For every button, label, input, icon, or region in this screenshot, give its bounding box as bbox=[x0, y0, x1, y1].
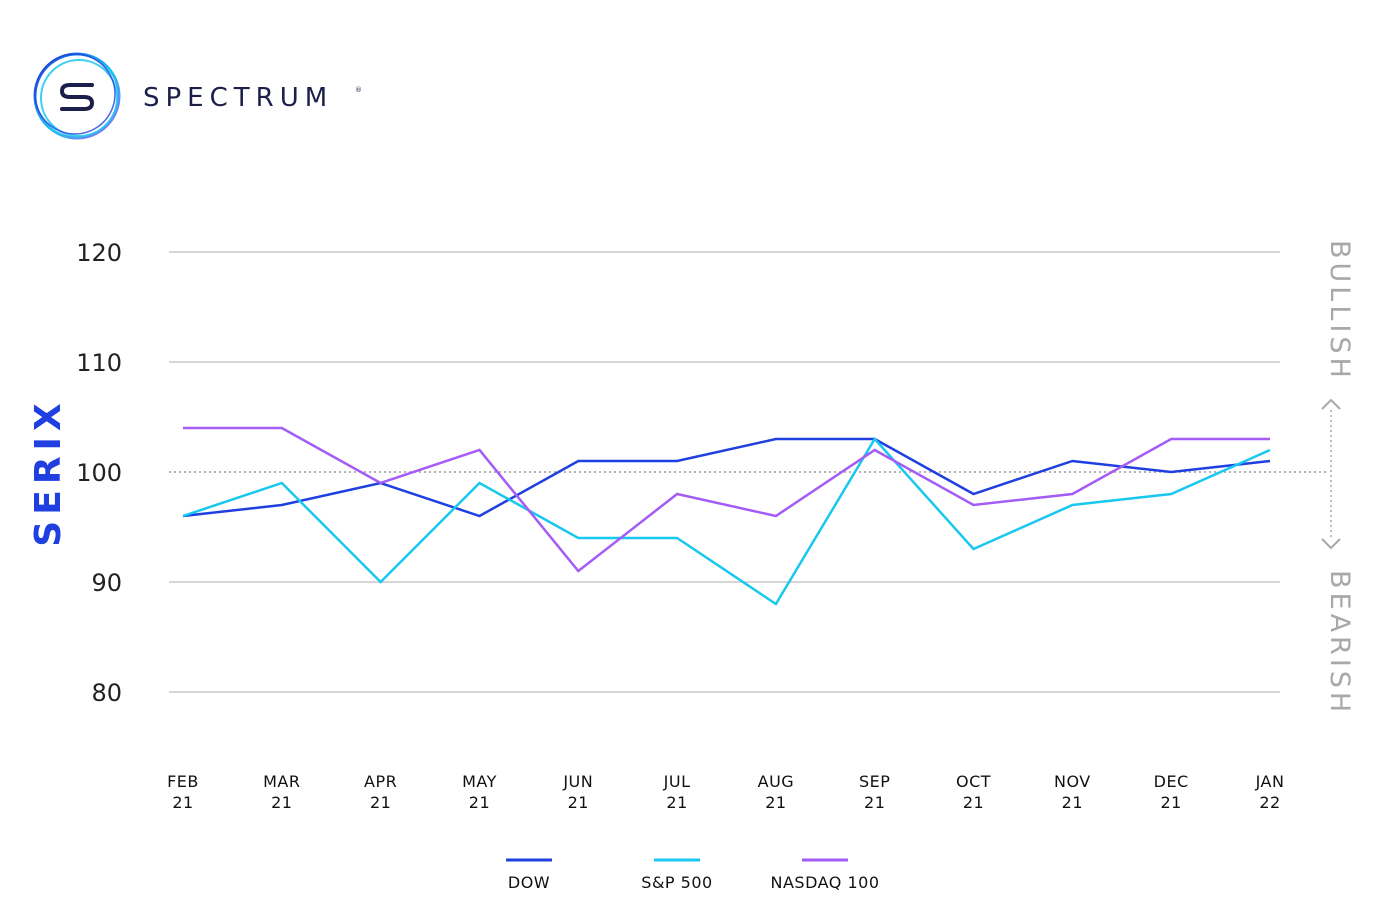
x-tick-label-year: 21 bbox=[469, 793, 490, 812]
x-tick-label-year: 22 bbox=[1259, 793, 1280, 812]
x-tick-label-year: 21 bbox=[864, 793, 885, 812]
x-tick-label-year: 21 bbox=[963, 793, 984, 812]
x-tick-labels: FEB 21 MAR 21 APR 21 MAY 21 JUN 21 JUL 21 AUG 21 SEP 21… bbox=[167, 772, 1284, 812]
spectrum-s-logo-icon bbox=[33, 52, 121, 140]
y-tick-label: 110 bbox=[76, 349, 122, 377]
arrow-down-icon bbox=[1321, 538, 1341, 550]
x-tick-label-month: JUN bbox=[562, 772, 593, 791]
x-tick-label-month: JAN bbox=[1255, 772, 1285, 791]
y-tick-label: 120 bbox=[76, 239, 122, 267]
series-line-nasdaq bbox=[183, 426, 1270, 573]
y-tick-label: 90 bbox=[91, 569, 122, 597]
x-tick-label-year: 21 bbox=[568, 793, 589, 812]
x-tick-label-month: AUG bbox=[758, 772, 795, 791]
series-line-dow bbox=[182, 437, 1271, 518]
brand-registered-mark: ® bbox=[355, 86, 362, 94]
x-tick-label-year: 21 bbox=[1161, 793, 1182, 812]
x-tick-label-year: 21 bbox=[271, 793, 292, 812]
legend-label-sp500: S&P 500 bbox=[641, 873, 712, 892]
bullish-label: BULLISH bbox=[1324, 240, 1355, 382]
y-tick-label: 100 bbox=[76, 459, 122, 487]
sentiment-indicator: BULLISH BEARISH bbox=[1321, 240, 1355, 716]
y-axis-label: SERIX bbox=[28, 397, 69, 546]
arrow-up-icon bbox=[1321, 398, 1341, 410]
x-tick-label-year: 21 bbox=[370, 793, 391, 812]
x-tick-label-month: JUL bbox=[663, 772, 691, 791]
brand-logo: SPECTRUM ® bbox=[33, 52, 362, 140]
series-line-sp500 bbox=[182, 436, 1271, 606]
legend-label-dow: DOW bbox=[508, 873, 550, 892]
x-tick-label-month: DEC bbox=[1154, 772, 1189, 791]
legend: DOW S&P 500 NASDAQ 100 bbox=[506, 858, 880, 892]
bearish-label: BEARISH bbox=[1324, 570, 1355, 716]
x-tick-label-year: 21 bbox=[1062, 793, 1083, 812]
x-tick-label-month: FEB bbox=[167, 772, 199, 791]
x-tick-label-year: 21 bbox=[666, 793, 687, 812]
x-tick-label-month: MAY bbox=[462, 772, 497, 791]
grid-lines bbox=[169, 251, 1328, 693]
x-tick-label-year: 21 bbox=[172, 793, 193, 812]
x-tick-label-month: MAR bbox=[263, 772, 300, 791]
y-tick-labels: 120 110 100 90 80 bbox=[76, 239, 122, 707]
series-lines bbox=[182, 426, 1271, 606]
brand-name: SPECTRUM bbox=[143, 83, 333, 113]
x-tick-label-month: APR bbox=[364, 772, 397, 791]
x-tick-label-year: 21 bbox=[765, 793, 786, 812]
x-tick-label-month: NOV bbox=[1054, 772, 1091, 791]
x-tick-label-month: OCT bbox=[956, 772, 991, 791]
x-tick-label-month: SEP bbox=[859, 772, 890, 791]
y-tick-label: 80 bbox=[91, 679, 122, 707]
legend-label-nasdaq: NASDAQ 100 bbox=[771, 873, 880, 892]
